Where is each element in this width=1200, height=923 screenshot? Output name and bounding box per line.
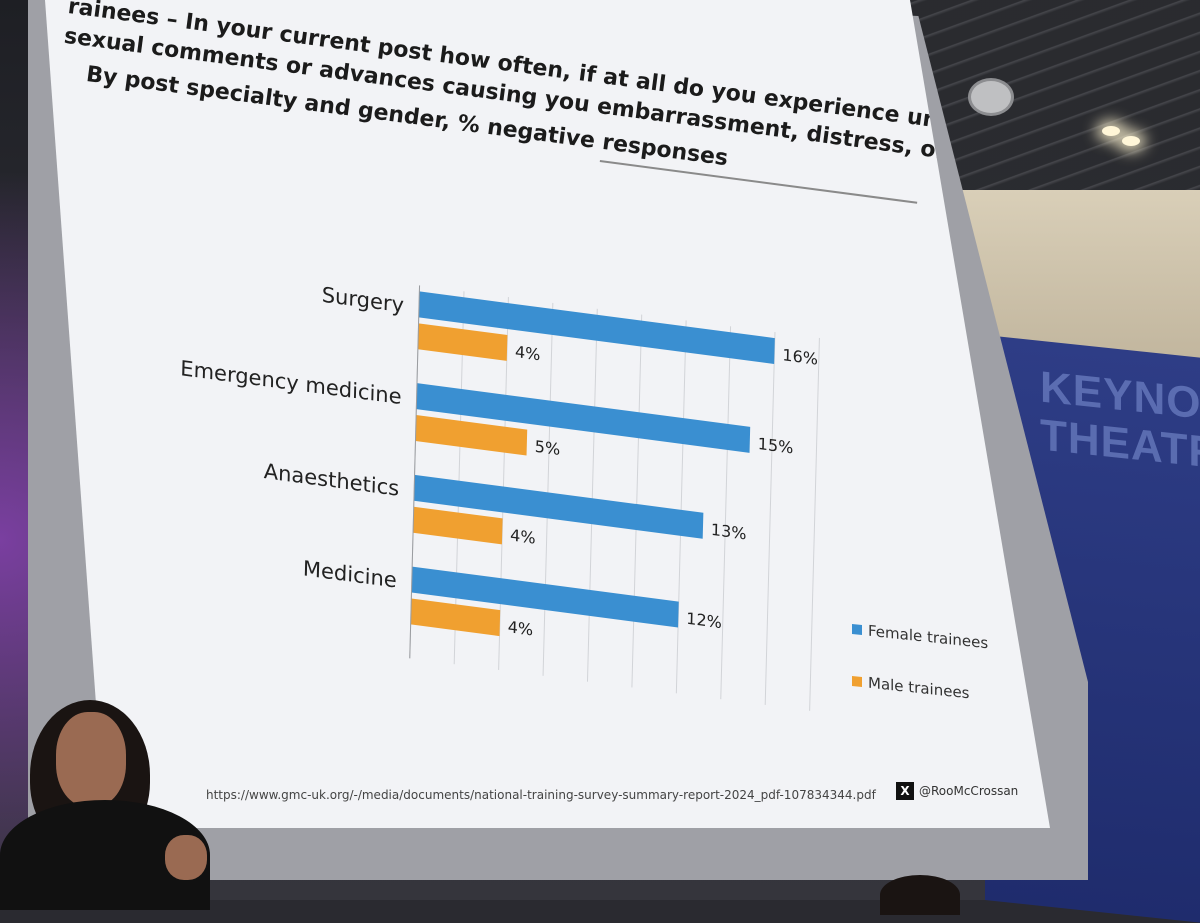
data-label: 4% [509,525,536,548]
legend-item-female: Female trainees [852,620,988,652]
bar-female [416,383,751,453]
gridline [675,320,687,694]
gridline [542,302,554,676]
bar-male [410,598,501,637]
author-handle: X @RooMcCrossan [896,782,1018,800]
gridline [764,332,776,706]
author-handle-text: @RooMcCrossan [919,784,1019,798]
audience-head [880,875,960,915]
gridline [809,337,820,711]
gridline [586,308,598,682]
bar-male [413,506,503,545]
legend-swatch-male [852,676,862,688]
gridline [631,314,643,688]
bar-chart: Surgery 16% 4% Emergency medicine 15% 5% Anaes… [168,240,899,773]
bar-female [418,291,775,365]
data-label: 5% [534,436,561,459]
ceiling-light [1122,136,1140,146]
y-axis-line [409,285,421,659]
legend-item-male: Male trainees [852,672,988,704]
bar-female [411,566,679,628]
data-label: 4% [514,342,541,365]
bar-chart-svg [409,285,820,711]
speaker-hand [165,835,207,880]
speaker-face [56,712,126,807]
legend-label-male: Male trainees [868,673,970,703]
legend-swatch-female [852,624,862,636]
data-label: 4% [507,617,534,640]
ceiling-light [1102,126,1120,136]
title-rule [599,160,918,204]
chart-legend: Female trainees Male trainees [852,620,988,738]
presentation-slide: rainees – In your current post how often… [45,0,1050,828]
x-logo-icon: X [896,782,914,800]
bar-female [413,474,704,539]
bar-male [417,323,508,361]
bar-male [415,415,528,456]
source-url: https://www.gmc-uk.org/-/media/documents… [206,788,876,802]
security-camera [968,78,1014,116]
legend-label-female: Female trainees [868,621,989,653]
gridline [720,326,732,700]
